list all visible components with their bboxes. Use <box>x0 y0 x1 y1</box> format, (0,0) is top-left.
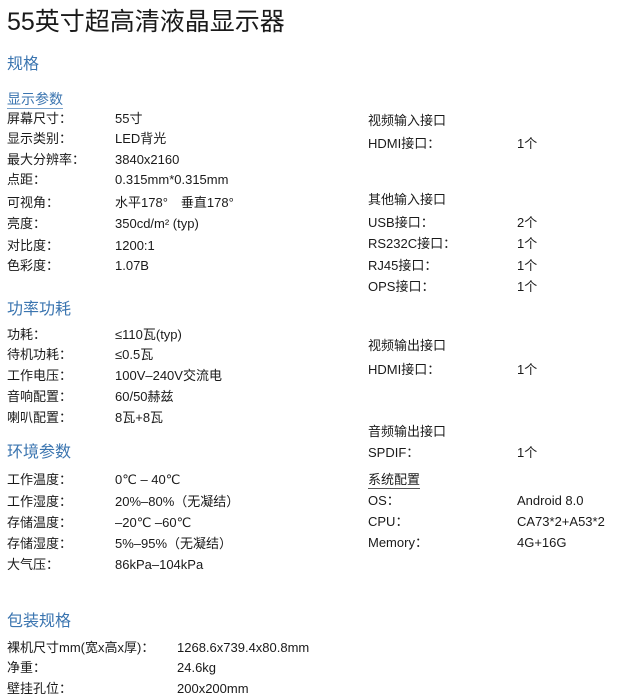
spec-value: 1.07B <box>115 258 149 273</box>
spec-value: 1个 <box>517 258 538 273</box>
spec-label: 点距： <box>7 172 47 187</box>
spec-label: 工作湿度： <box>7 494 73 509</box>
spec-label: USB接口： <box>368 215 434 230</box>
spec-label: 亮度： <box>7 216 47 231</box>
spec-value: 24.6kg <box>177 660 217 675</box>
spec-label: 对比度： <box>7 238 60 253</box>
heading-system-config: 系统配置 <box>368 472 421 489</box>
spec-value: 100V–240V交流电 <box>115 368 222 383</box>
heading-packaging: 包装规格 <box>7 613 72 630</box>
spec-value: 1个 <box>517 445 538 460</box>
heading-environment: 环境参数 <box>7 444 72 461</box>
spec-value: 1个 <box>517 136 538 151</box>
spec-label: 净重： <box>7 660 47 675</box>
spec-label: SPDIF： <box>368 445 420 460</box>
spec-label: 大气压： <box>7 557 60 572</box>
heading-other-input: 其他输入接口 <box>368 192 447 207</box>
spec-label: 可视角： <box>7 195 60 210</box>
spec-value: 55寸 <box>115 111 143 126</box>
spec-label: 喇叭配置： <box>7 410 73 425</box>
heading-video-input: 视频输入接口 <box>368 113 447 128</box>
spec-value: ≤0.5瓦 <box>115 347 154 362</box>
spec-label: 裸机尺寸mm(宽x高x厚)： <box>7 640 155 655</box>
spec-value: Android 8.0 <box>517 493 584 508</box>
spec-value: 5%–95%（无凝结） <box>115 536 233 551</box>
spec-label: 显示类别： <box>7 131 73 146</box>
heading-display-params: 显示参数 <box>7 91 63 109</box>
spec-value: 水平178° 垂直178° <box>115 195 234 210</box>
heading-spec: 规格 <box>7 56 40 73</box>
spec-value: 1个 <box>517 236 538 251</box>
spec-value: –20℃ –60℃ <box>115 515 192 530</box>
spec-label: HDMI接口： <box>368 362 441 377</box>
spec-label: HDMI接口： <box>368 136 441 151</box>
spec-label: 音响配置： <box>7 389 73 404</box>
spec-label: 屏幕尺寸： <box>7 111 73 126</box>
spec-value: 86kPa–104kPa <box>115 557 204 572</box>
spec-value: 1200:1 <box>115 238 155 253</box>
spec-value: 2个 <box>517 215 538 230</box>
spec-value: 4G+16G <box>517 535 567 550</box>
spec-value: 1个 <box>517 279 538 294</box>
spec-value: 60/50赫兹 <box>115 389 174 404</box>
spec-label: 色彩度： <box>7 258 60 273</box>
spec-value: ≤110瓦(typ) <box>115 327 182 342</box>
heading-video-output: 视频输出接口 <box>368 338 447 353</box>
heading-audio-output: 音频输出接口 <box>368 424 447 439</box>
spec-label: 工作电压： <box>7 368 73 383</box>
spec-value: 0.315mm*0.315mm <box>115 172 229 187</box>
page-title: 55英寸超高清液晶显示器 <box>7 8 285 36</box>
spec-value: 350cd/m² (typ) <box>115 216 199 231</box>
spec-value: 20%–80%（无凝结） <box>115 494 240 509</box>
spec-value: 200x200mm <box>177 681 249 696</box>
spec-value: 1个 <box>517 362 538 377</box>
spec-value: 1268.6x739.4x80.8mm <box>177 640 310 655</box>
spec-label: OPS接口： <box>368 279 435 294</box>
spec-value: 8瓦+8瓦 <box>115 410 164 425</box>
heading-power: 功率功耗 <box>7 301 72 318</box>
spec-value: 0℃ – 40℃ <box>115 472 181 487</box>
spec-label: 待机功耗： <box>7 347 73 362</box>
spec-label: 存储温度： <box>7 515 73 530</box>
spec-label: 存储湿度： <box>7 536 73 551</box>
spec-value: LED背光 <box>115 131 167 146</box>
spec-label: RS232C接口： <box>368 236 457 251</box>
spec-label: RJ45接口： <box>368 258 438 273</box>
spec-label: 最大分辨率： <box>7 152 86 167</box>
spec-label: 壁挂孔位： <box>7 681 73 696</box>
spec-label: Memory： <box>368 535 428 550</box>
spec-value: CA73*2+A53*2 <box>517 514 605 529</box>
spec-label: 工作温度： <box>7 472 73 487</box>
spec-label: CPU： <box>368 514 409 529</box>
spec-label: OS： <box>368 493 400 508</box>
spec-label: 功耗： <box>7 327 47 342</box>
spec-value: 3840x2160 <box>115 152 180 167</box>
